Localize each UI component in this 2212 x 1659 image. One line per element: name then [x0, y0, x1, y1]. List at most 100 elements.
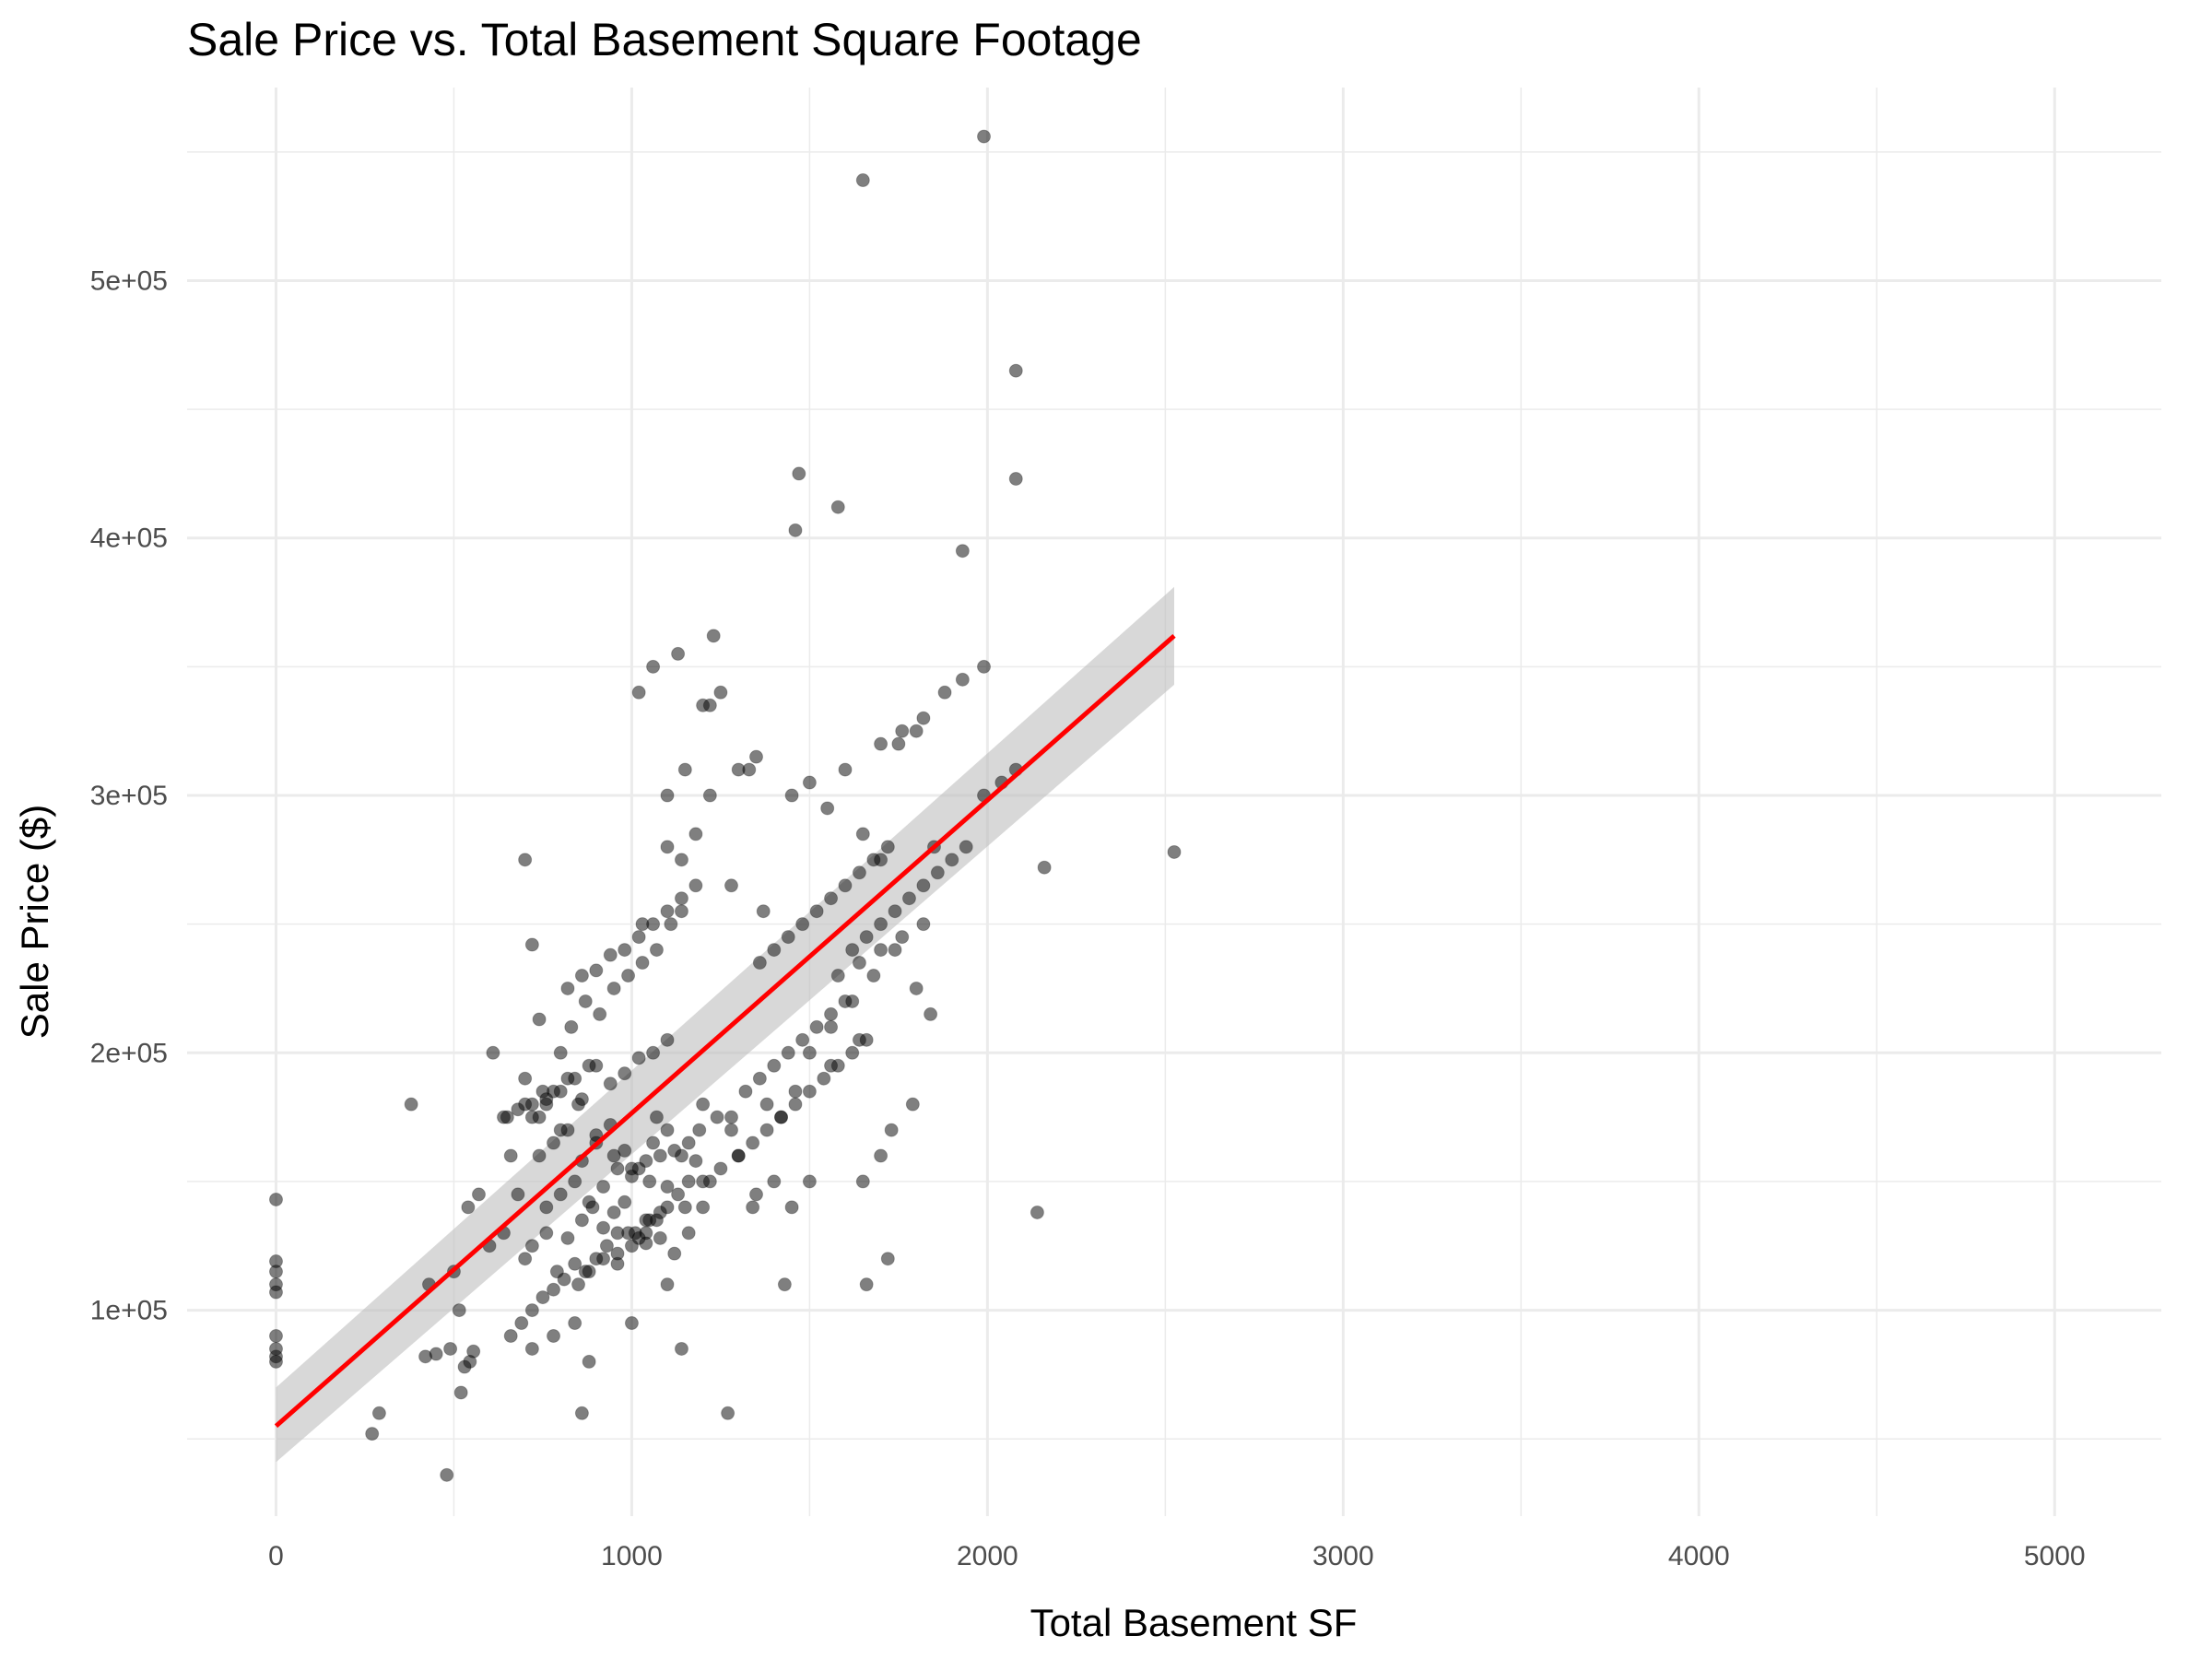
data-point [653, 1205, 667, 1219]
data-point [692, 1123, 707, 1137]
data-point [681, 1135, 696, 1150]
data-point [524, 1110, 539, 1124]
data-point [511, 1187, 525, 1202]
data-point [535, 1290, 550, 1305]
data-point [874, 1148, 888, 1163]
data-point [824, 1006, 839, 1021]
data-point [781, 930, 795, 945]
data-point [631, 930, 646, 945]
data-point [809, 1019, 824, 1034]
data-point [539, 1200, 554, 1215]
data-point [977, 659, 992, 674]
data-point [618, 943, 632, 958]
data-point [618, 1143, 632, 1158]
data-point [660, 1277, 675, 1292]
data-point [880, 840, 895, 854]
data-point [901, 891, 916, 906]
data-point [788, 523, 803, 537]
data-point [589, 963, 604, 978]
chart-title: Sale Price vs. Total Basement Square Foo… [187, 14, 1142, 65]
data-point [660, 1180, 675, 1194]
data-point [635, 917, 650, 932]
data-point [759, 1097, 774, 1112]
data-point [702, 788, 717, 803]
data-point [574, 969, 589, 983]
x-tick-label: 2000 [957, 1541, 1018, 1571]
data-point [759, 1123, 774, 1137]
data-point [560, 1230, 575, 1245]
data-point [696, 1174, 711, 1189]
data-point [781, 1045, 795, 1060]
data-point [788, 1084, 803, 1099]
data-point [924, 1006, 938, 1021]
data-point [418, 1349, 433, 1364]
data-point [618, 1194, 632, 1209]
data-point [955, 544, 970, 559]
data-point [752, 956, 767, 971]
data-point [639, 1154, 653, 1169]
data-point [674, 1341, 688, 1356]
data-point [557, 1272, 571, 1287]
data-point [838, 762, 853, 777]
data-point [268, 1192, 283, 1206]
data-point [738, 1084, 753, 1099]
data-point [824, 1019, 839, 1034]
data-point [845, 943, 860, 958]
data-point [688, 1154, 703, 1169]
data-point [603, 947, 618, 962]
data-point [503, 1148, 518, 1163]
data-point [582, 1194, 596, 1209]
x-tick-label: 3000 [1312, 1541, 1374, 1571]
data-point [749, 749, 764, 764]
data-point [660, 840, 675, 854]
data-point [866, 969, 881, 983]
minor-gridlines [187, 88, 2161, 1516]
data-point [809, 904, 824, 919]
data-point [820, 801, 835, 816]
data-point [855, 1174, 870, 1189]
data-point [855, 827, 870, 841]
data-point [874, 736, 888, 751]
data-point [553, 1084, 568, 1099]
data-point [560, 1123, 575, 1137]
data-point [635, 956, 650, 971]
data-point [677, 762, 692, 777]
x-tick-label: 4000 [1668, 1541, 1730, 1571]
data-point [547, 1135, 561, 1150]
data-point [578, 994, 593, 1008]
data-point [610, 1226, 625, 1241]
data-point [524, 1239, 539, 1253]
data-point [977, 129, 992, 144]
data-point [524, 1303, 539, 1318]
data-point [855, 173, 870, 188]
data-point [824, 1058, 839, 1073]
data-point [560, 981, 575, 995]
data-point [788, 1097, 803, 1112]
x-tick-label: 0 [268, 1541, 284, 1571]
data-point [677, 1200, 692, 1215]
data-point [539, 1092, 554, 1107]
data-point [646, 1135, 661, 1150]
data-point [792, 466, 806, 481]
data-point [574, 1213, 589, 1228]
data-point [518, 1252, 533, 1266]
data-point [539, 1226, 554, 1241]
data-point [795, 1032, 810, 1047]
data-point [524, 1097, 539, 1112]
data-point [518, 853, 533, 867]
data-point [710, 1110, 724, 1124]
data-point [631, 685, 646, 700]
confidence-band-layer [276, 586, 1175, 1463]
data-point [596, 1180, 611, 1194]
data-point [888, 904, 902, 919]
data-point [660, 904, 675, 919]
data-point [371, 1406, 386, 1420]
data-point [852, 1032, 866, 1047]
data-point [674, 853, 688, 867]
data-point [880, 1252, 895, 1266]
data-point [606, 1148, 621, 1163]
data-point [696, 1200, 711, 1215]
data-point [1008, 363, 1023, 378]
data-point [621, 969, 636, 983]
